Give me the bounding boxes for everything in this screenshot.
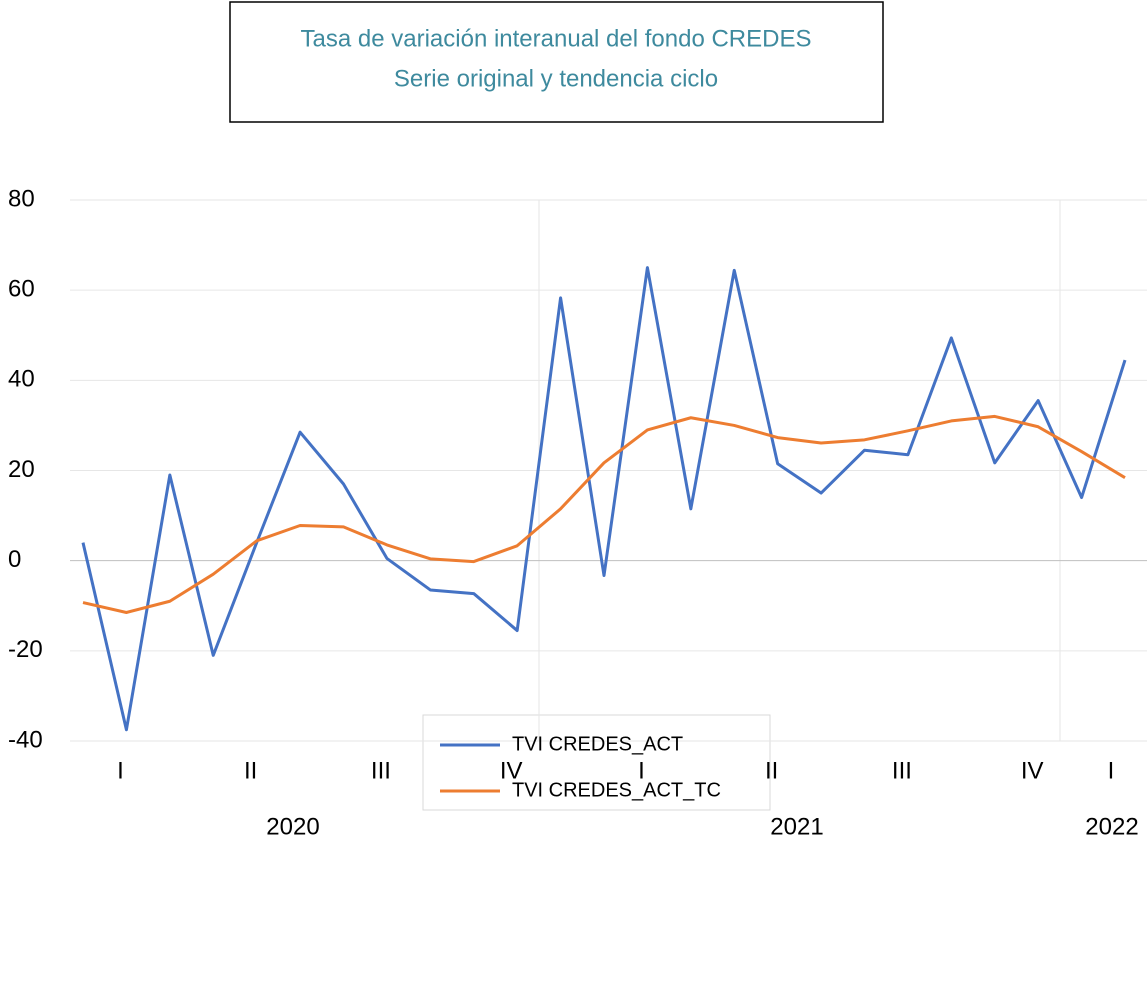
series-line (81, 266, 1127, 732)
y-tick-label: 0 (8, 546, 21, 573)
x-tick-label: I (117, 757, 124, 784)
y-tick-label: -20 (8, 636, 43, 663)
year-label: 2020 (266, 813, 319, 840)
legend-label: TVI CREDES_ACT (512, 733, 683, 755)
legend-box (422, 714, 771, 811)
title-box (229, 1, 884, 123)
x-tick-label: I (638, 757, 645, 784)
y-tick-label: 80 (8, 185, 35, 212)
chart-subtitle: Serie original y tendencia ciclo (394, 65, 718, 92)
y-tick-label: 40 (8, 366, 35, 393)
series-line (82, 414, 1126, 615)
x-tick-label: I (1108, 757, 1115, 784)
y-tick-label: 20 (8, 456, 35, 483)
x-tick-label: IV (500, 757, 523, 784)
year-label: 2021 (770, 813, 823, 840)
x-tick-label: II (244, 757, 257, 784)
x-tick-label: III (892, 757, 912, 784)
y-tick-label: 60 (8, 276, 35, 303)
x-tick-label: III (371, 757, 391, 784)
x-tick-label: IV (1021, 757, 1044, 784)
chart-title: Tasa de variación interanual del fondo C… (301, 25, 812, 52)
year-label: 2022 (1085, 813, 1138, 840)
legend-label: TVI CREDES_ACT_TC (512, 779, 721, 801)
x-tick-label: II (765, 757, 778, 784)
y-tick-label: -40 (8, 726, 43, 753)
